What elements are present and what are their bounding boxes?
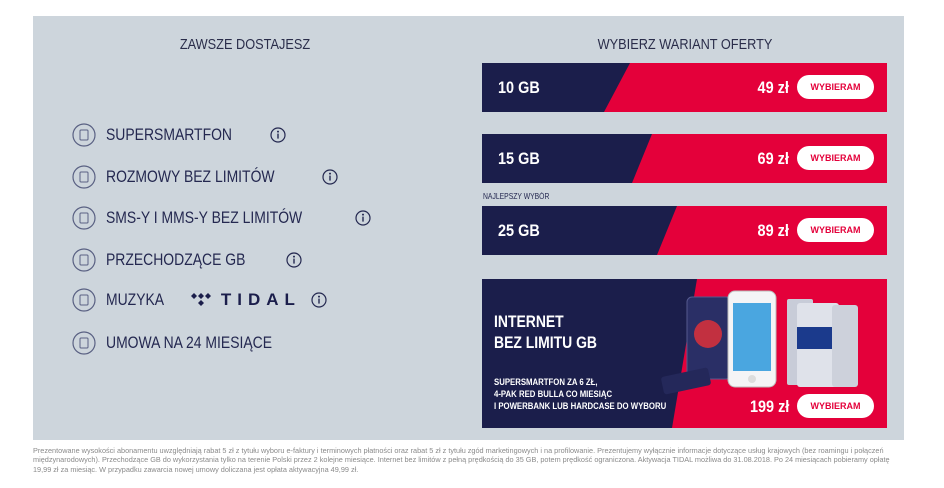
description-line: 4-PAK RED BULLA CO MIESIĄC <box>494 389 613 400</box>
feature-icon <box>72 206 96 230</box>
offer-row[interactable]: 25 GB 89 zł WYBIERAM <box>482 206 887 255</box>
feature-label: SUPERSMARTFON <box>106 125 232 144</box>
feature-item: UMOWA NA 24 MIESIĄCE <box>72 329 308 357</box>
special-title: INTERNET BEZ LIMITU GB <box>494 311 597 353</box>
feature-item: ROZMOWY BEZ LIMITÓW <box>72 163 338 191</box>
offer-price: 49 zł <box>757 78 789 97</box>
offer-data: 10 GB <box>498 78 540 97</box>
feature-label: UMOWA NA 24 MIESIĄCE <box>106 333 273 352</box>
feature-icon <box>72 331 96 355</box>
offer-price: 69 zł <box>757 149 789 168</box>
info-icon[interactable] <box>286 252 302 268</box>
feature-icon <box>72 123 96 147</box>
feature-label: MUZYKA <box>106 290 165 309</box>
feature-icon <box>72 288 96 312</box>
info-icon[interactable] <box>270 127 286 143</box>
feature-label: ROZMOWY BEZ LIMITÓW <box>106 167 275 186</box>
left-title: ZAWSZE DOSTAJESZ <box>179 36 311 53</box>
feature-label: PRZECHODZĄCE GB <box>106 250 246 269</box>
special-price: 199 zł <box>749 397 789 416</box>
feature-item: PRZECHODZĄCE GB <box>72 246 302 274</box>
description-line: I POWERBANK LUB HARDCASE DO WYBORU <box>494 401 667 412</box>
right-title: WYBIERZ WARIANT OFERTY <box>597 36 773 53</box>
special-offer[interactable]: INTERNET BEZ LIMITU GB SUPERSMARTFON ZA … <box>482 279 887 428</box>
feature-icon <box>72 248 96 272</box>
special-title-line: INTERNET <box>494 312 564 331</box>
info-icon[interactable] <box>321 169 338 185</box>
feature-icon <box>72 165 96 189</box>
choose-button[interactable]: WYBIERAM <box>797 75 874 99</box>
footer-note: Prezentowane wysokości abonamentu uwzglę… <box>33 446 890 474</box>
feature-item: SMS-Y I MMS-Y BEZ LIMITÓW <box>72 204 371 232</box>
info-icon[interactable] <box>355 210 371 226</box>
offer-row[interactable]: 10 GB 49 zł WYBIERAM <box>482 63 887 112</box>
special-title-line: BEZ LIMITU GB <box>494 333 597 352</box>
offer-row[interactable]: 15 GB 69 zł WYBIERAM <box>482 134 887 183</box>
choose-button[interactable]: WYBIERAM <box>797 218 874 242</box>
choose-button[interactable]: WYBIERAM <box>797 394 874 418</box>
feature-item: SUPERSMARTFON <box>72 121 286 149</box>
feature-label: SMS-Y I MMS-Y BEZ LIMITÓW <box>106 208 303 227</box>
info-icon[interactable] <box>311 292 327 308</box>
feature-item: MUZYKA TIDAL <box>72 286 327 314</box>
offer-data: 25 GB <box>498 221 540 240</box>
offer-data: 15 GB <box>498 149 540 168</box>
brand-name: TIDAL <box>220 290 301 309</box>
offer-price: 89 zł <box>757 221 789 240</box>
description-line: SUPERSMARTFON ZA 6 ZŁ, <box>494 377 598 388</box>
choose-button[interactable]: WYBIERAM <box>797 146 874 170</box>
special-description: SUPERSMARTFON ZA 6 ZŁ, 4-PAK RED BULLA C… <box>494 377 666 413</box>
tidal-logo-mark <box>190 293 211 306</box>
best-choice-badge: NAJLEPSZY WYBÓR <box>483 192 550 201</box>
